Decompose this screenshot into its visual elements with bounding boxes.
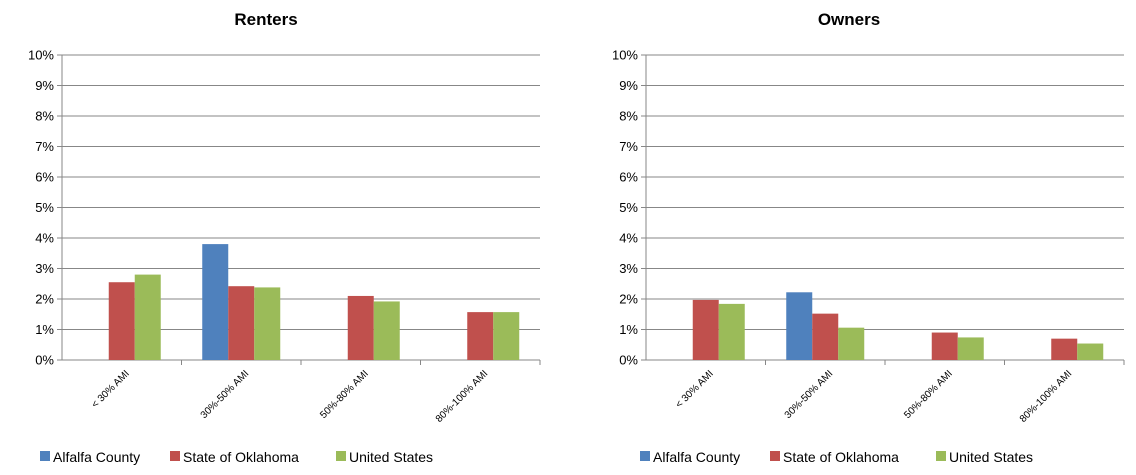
x-tick-label: < 30% AMI (674, 368, 716, 410)
bar (1077, 343, 1104, 360)
y-tick-label: 5% (35, 200, 54, 215)
bar (134, 274, 161, 360)
bar (254, 287, 281, 360)
y-tick-label: 1% (619, 322, 638, 337)
legend-swatch (640, 451, 650, 461)
renters-chart: Renters 0% 1% 2% 3% 4% 5% 6% 7% 8% 9% 10% < 30% AMI 3… (28, 10, 541, 465)
chart-title: Owners (818, 10, 880, 29)
owners-chart: Owners 0% 1% 2% 3% 4% 5% 6% 7% 8% 9% 10% < 30% AMI 30… (612, 10, 1125, 465)
x-tick-label: < 30% AMI (90, 368, 132, 410)
y-tick-label: 9% (619, 78, 638, 93)
legend-label: State of Oklahoma (183, 449, 299, 465)
bar (467, 312, 494, 360)
legend-label: Alfalfa County (53, 449, 140, 465)
bar (812, 313, 839, 360)
bar (228, 286, 255, 360)
y-tick-label: 7% (35, 139, 54, 154)
y-tick-label: 10% (28, 48, 54, 63)
y-tick-label: 0% (35, 353, 54, 368)
y-tick-label: 1% (35, 322, 54, 337)
bar (108, 282, 135, 360)
y-tick-label: 4% (619, 231, 638, 246)
bar (957, 337, 984, 360)
legend-label: United States (349, 449, 433, 465)
y-tick-label: 8% (35, 109, 54, 124)
y-tick-label: 6% (619, 170, 638, 185)
y-tick-label: 5% (619, 200, 638, 215)
y-tick-label: 2% (35, 292, 54, 307)
legend-swatch (770, 451, 780, 461)
y-tick-label: 6% (35, 170, 54, 185)
bar (1051, 338, 1078, 360)
bar (718, 303, 745, 360)
y-tick-label: 9% (35, 78, 54, 93)
x-tick-label: 30%-50% AMI (783, 368, 836, 421)
bar (838, 327, 865, 360)
x-tick-label: 50%-80% AMI (902, 368, 955, 421)
legend-swatch (336, 451, 346, 461)
bar (692, 299, 719, 360)
y-tick-label: 3% (35, 261, 54, 276)
legend-swatch (936, 451, 946, 461)
x-tick-label: 30%-50% AMI (199, 368, 252, 421)
legend-label: State of Oklahoma (783, 449, 899, 465)
y-tick-label: 3% (619, 261, 638, 276)
x-tick-label: 80%-100% AMI (1018, 368, 1075, 425)
x-tick-label: 80%-100% AMI (434, 368, 491, 425)
y-tick-label: 7% (619, 139, 638, 154)
y-tick-label: 0% (619, 353, 638, 368)
y-tick-label: 8% (619, 109, 638, 124)
legend-label: United States (949, 449, 1033, 465)
y-tick-label: 10% (612, 48, 638, 63)
bar (202, 244, 229, 360)
chart-title: Renters (234, 10, 297, 29)
y-tick-label: 4% (35, 231, 54, 246)
bar (786, 292, 813, 360)
bar (347, 295, 374, 360)
y-tick-label: 2% (619, 292, 638, 307)
bar (373, 301, 400, 360)
bar (931, 332, 958, 360)
bar (493, 312, 520, 360)
legend-swatch (170, 451, 180, 461)
legend-swatch (40, 451, 50, 461)
x-tick-label: 50%-80% AMI (318, 368, 371, 421)
legend-label: Alfalfa County (653, 449, 740, 465)
